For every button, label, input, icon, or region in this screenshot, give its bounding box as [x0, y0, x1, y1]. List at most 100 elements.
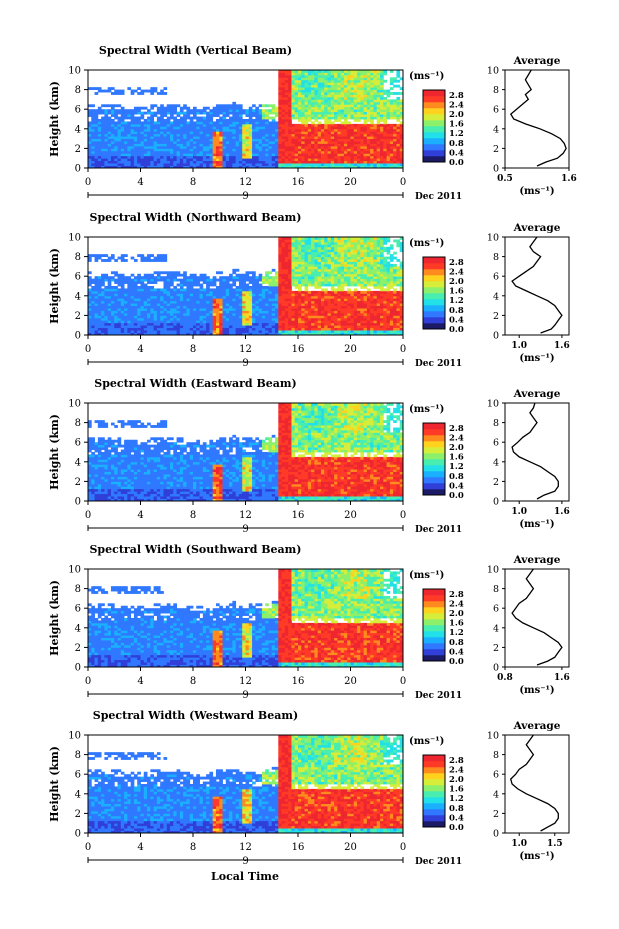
heat-cell [288, 239, 292, 242]
heat-cell [298, 262, 302, 265]
heat-cell [98, 90, 102, 93]
heat-cell [104, 148, 108, 151]
heat-cell [291, 318, 295, 321]
heat-cell [203, 151, 207, 154]
heat-cell [291, 325, 295, 328]
heat-cell [157, 139, 161, 142]
heat-cell [364, 104, 368, 107]
heat-cell [246, 151, 250, 154]
heat-cell [170, 124, 174, 127]
heat-cell [196, 311, 200, 314]
heat-cell [321, 112, 325, 115]
heat-cell [170, 148, 174, 151]
heat-cell [314, 92, 318, 95]
heat-cell [367, 144, 371, 147]
heat-cell [328, 95, 332, 98]
heat-cell [232, 136, 236, 139]
heat-cell [124, 136, 128, 139]
heat-cell [291, 75, 295, 78]
heat-cell [311, 276, 315, 279]
heat-cell [262, 279, 266, 282]
heat-cell [170, 320, 174, 323]
heat-cell [354, 114, 358, 117]
heat-cell [380, 146, 384, 149]
heat-cell [357, 136, 361, 139]
heat-cell [383, 109, 387, 112]
heat-cell [324, 97, 328, 100]
heat-cell [370, 87, 374, 90]
heat-cell [354, 148, 358, 151]
heat-cell [239, 117, 243, 120]
heat-cell [186, 126, 190, 129]
heat-cell [249, 117, 253, 120]
heat-cell [173, 131, 177, 134]
heat-cell [324, 274, 328, 277]
heat-cell [144, 121, 148, 124]
heat-cell [347, 139, 351, 142]
heat-cell [288, 126, 292, 129]
heat-cell [104, 313, 108, 316]
heat-cell [360, 82, 364, 85]
heat-cell [301, 107, 305, 110]
heat-cell [298, 279, 302, 282]
heat-cell [173, 288, 177, 291]
heat-cell [367, 114, 371, 117]
heat-cell [370, 117, 374, 120]
heat-cell [236, 296, 240, 299]
heat-cell [314, 144, 318, 147]
heat-cell [291, 141, 295, 144]
heat-cell [200, 298, 204, 301]
heat-cell [268, 311, 272, 314]
heat-cell [301, 104, 305, 107]
heat-cell [246, 328, 250, 331]
heat-cell [127, 311, 131, 314]
heat-cell [308, 114, 312, 117]
heat-cell [91, 301, 95, 304]
heat-cell [272, 318, 276, 321]
heat-cell [255, 141, 259, 144]
heat-cell [268, 315, 272, 318]
heat-cell [157, 276, 161, 279]
heat-cell [193, 121, 197, 124]
heat-cell [108, 126, 112, 129]
heat-cell [354, 107, 358, 110]
heat-cell [98, 153, 102, 156]
heat-cell [246, 284, 250, 287]
heat-cell [387, 109, 391, 112]
heat-cell [337, 104, 341, 107]
heat-cell [108, 298, 112, 301]
heat-cell [321, 269, 325, 272]
heat-cell [219, 124, 223, 127]
heat-cell [180, 286, 184, 289]
heat-cell [351, 139, 355, 142]
heat-cell [137, 117, 141, 120]
heat-cell [337, 80, 341, 83]
heat-cell [285, 90, 289, 93]
heat-cell [301, 75, 305, 78]
heat-cell [252, 323, 256, 326]
heat-cell [275, 153, 279, 156]
heat-cell [324, 249, 328, 252]
heat-cell [236, 328, 240, 331]
heat-cell [367, 109, 371, 112]
average-title: Average [513, 55, 561, 67]
heat-cell [285, 104, 289, 107]
heat-cell [301, 279, 305, 282]
heat-cell [324, 318, 328, 321]
heat-cell [170, 121, 174, 124]
heat-cell [216, 298, 220, 301]
heat-cell [390, 136, 394, 139]
heat-cell [173, 271, 177, 274]
heat-cell [305, 109, 309, 112]
heat-cell [219, 293, 223, 296]
heat-cell [131, 320, 135, 323]
heat-cell [265, 291, 269, 294]
heat-cell [229, 146, 233, 149]
heat-cell [118, 313, 122, 316]
heat-cell [396, 146, 400, 149]
heat-cell [314, 158, 318, 161]
heat-cell [285, 102, 289, 105]
heat-cell [259, 313, 263, 316]
heat-cell [170, 298, 174, 301]
heat-cell [373, 75, 377, 78]
